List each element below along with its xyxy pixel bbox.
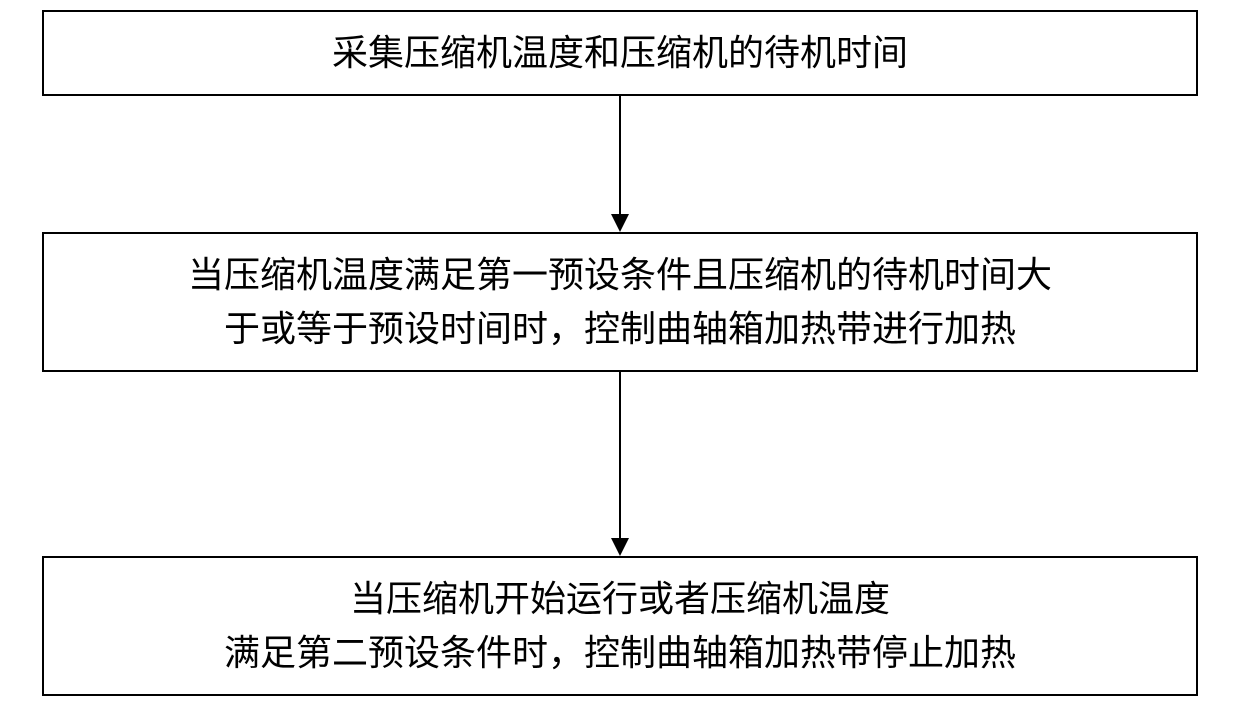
flowchart-step-3-line-1: 当压缩机开始运行或者压缩机温度: [350, 572, 890, 626]
flowchart-step-2-line-2: 于或等于预设时间时，控制曲轴箱加热带进行加热: [224, 302, 1016, 356]
flowchart-arrow-2-line: [619, 372, 621, 538]
flowchart-step-2: 当压缩机温度满足第一预设条件且压缩机的待机时间大 于或等于预设时间时，控制曲轴箱…: [42, 232, 1198, 372]
flowchart-step-3-line-2: 满足第二预设条件时，控制曲轴箱加热带停止加热: [224, 626, 1016, 680]
flowchart-step-3: 当压缩机开始运行或者压缩机温度 满足第二预设条件时，控制曲轴箱加热带停止加热: [42, 556, 1198, 696]
flowchart-arrow-1-head: [611, 214, 629, 232]
flowchart-step-1: 采集压缩机温度和压缩机的待机时间: [42, 10, 1198, 96]
flowchart-step-1-line-1: 采集压缩机温度和压缩机的待机时间: [332, 26, 908, 80]
flowchart-container: 采集压缩机温度和压缩机的待机时间 当压缩机温度满足第一预设条件且压缩机的待机时间…: [0, 0, 1240, 725]
flowchart-arrow-1-line: [619, 96, 621, 214]
flowchart-arrow-2-head: [611, 538, 629, 556]
flowchart-step-2-line-1: 当压缩机温度满足第一预设条件且压缩机的待机时间大: [188, 248, 1052, 302]
